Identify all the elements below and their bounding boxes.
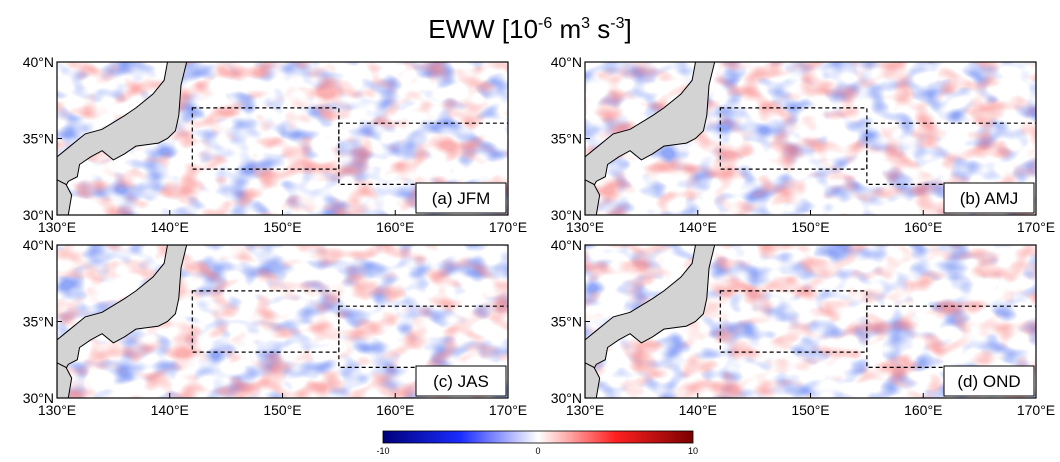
lon-label: 140°E bbox=[151, 402, 189, 418]
lat-label: 30°N bbox=[551, 390, 582, 406]
lon-label: 130°E bbox=[38, 402, 76, 418]
lon-label: 160°E bbox=[376, 219, 414, 235]
land bbox=[57, 179, 73, 215]
land bbox=[585, 362, 601, 398]
title-sup: 3 bbox=[581, 15, 590, 32]
label-box bbox=[943, 365, 1035, 397]
label-box bbox=[415, 182, 507, 214]
land bbox=[57, 62, 188, 198]
colorbar-label: 0 bbox=[535, 446, 540, 456]
lat-label: 40°N bbox=[23, 237, 54, 253]
land bbox=[57, 362, 73, 398]
title: EWW [10-6 m3 s-3] bbox=[428, 14, 632, 44]
title-sup: -6 bbox=[538, 15, 552, 32]
lon-label: 140°E bbox=[679, 219, 717, 235]
land bbox=[57, 245, 188, 381]
lat-label: 35°N bbox=[551, 314, 582, 330]
panel-label: (a) JFM bbox=[432, 189, 491, 208]
land bbox=[585, 179, 601, 215]
title-sup: -3 bbox=[610, 15, 624, 32]
colorbar-label: 10 bbox=[688, 446, 698, 456]
panel-label: (d) OND bbox=[957, 372, 1020, 391]
colorbar bbox=[382, 430, 694, 444]
label-box bbox=[943, 182, 1035, 214]
title-text: m bbox=[552, 14, 581, 44]
lon-label: 170°E bbox=[1017, 402, 1055, 418]
lat-label: 40°N bbox=[23, 54, 54, 70]
lon-label: 170°E bbox=[1017, 219, 1055, 235]
lon-label: 130°E bbox=[38, 219, 76, 235]
panel-label: (c) JAS bbox=[433, 372, 489, 391]
lat-label: 35°N bbox=[23, 314, 54, 330]
lon-label: 160°E bbox=[904, 219, 942, 235]
colorbar-label: -10 bbox=[376, 446, 389, 456]
lat-label: 35°N bbox=[23, 131, 54, 147]
title-text: ] bbox=[625, 14, 632, 44]
lon-label: 170°E bbox=[489, 219, 527, 235]
lon-label: 150°E bbox=[791, 219, 829, 235]
lat-label: 30°N bbox=[23, 207, 54, 223]
lon-label: 130°E bbox=[566, 402, 604, 418]
map-panel bbox=[585, 62, 1036, 215]
lon-label: 150°E bbox=[263, 219, 301, 235]
lon-label: 140°E bbox=[679, 402, 717, 418]
land bbox=[585, 62, 716, 198]
lat-label: 40°N bbox=[551, 54, 582, 70]
lon-label: 130°E bbox=[566, 219, 604, 235]
lat-label: 40°N bbox=[551, 237, 582, 253]
lon-label: 170°E bbox=[489, 402, 527, 418]
map-panel bbox=[57, 62, 508, 215]
title-text: EWW [10 bbox=[428, 14, 538, 44]
lat-label: 30°N bbox=[551, 207, 582, 223]
lat-label: 35°N bbox=[551, 131, 582, 147]
panel-label: (b) AMJ bbox=[960, 189, 1019, 208]
title-text: s bbox=[590, 14, 610, 44]
lon-label: 160°E bbox=[904, 402, 942, 418]
lon-label: 150°E bbox=[791, 402, 829, 418]
lon-label: 140°E bbox=[151, 219, 189, 235]
lon-label: 150°E bbox=[263, 402, 301, 418]
lon-label: 160°E bbox=[376, 402, 414, 418]
label-box bbox=[415, 365, 507, 397]
lat-label: 30°N bbox=[23, 390, 54, 406]
land bbox=[585, 245, 716, 381]
